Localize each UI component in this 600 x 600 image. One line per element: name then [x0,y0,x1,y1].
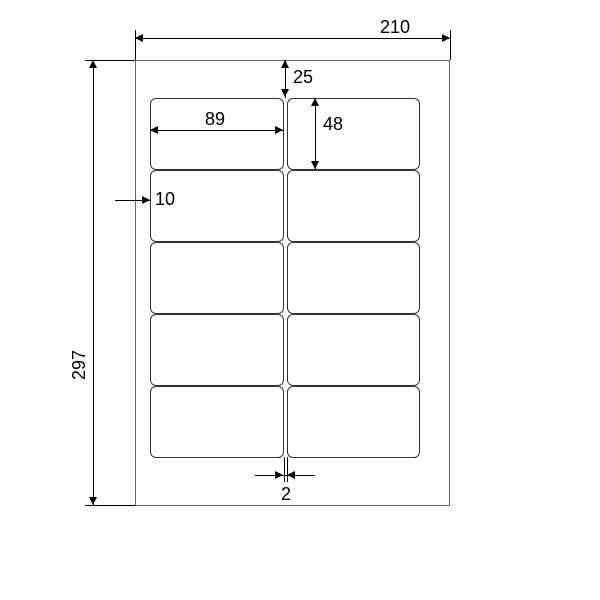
dim-line-sheet-height [93,60,94,505]
arrowhead [142,196,150,204]
arrowhead [281,89,289,97]
label-cell [150,314,284,386]
dim-label-sheet-width: 210 [380,18,410,36]
arrowhead [311,161,319,169]
dim-label-label-width: 89 [205,110,225,128]
dim-label-left-margin: 10 [155,190,175,208]
dim-label-label-height: 48 [323,115,343,133]
label-cell [287,170,421,242]
dim-line-label-width [150,130,284,131]
arrowhead [150,126,158,134]
label-cell [150,386,284,458]
dim-line-col-gap [255,475,315,476]
arrowhead [135,34,143,42]
arrowhead [442,34,450,42]
ext-line [450,30,451,60]
ext-line [287,457,288,482]
dim-label-sheet-height: 297 [70,350,88,380]
arrowhead [281,60,289,68]
label-cell [287,314,421,386]
ext-line [85,505,135,506]
label-cell [150,242,284,314]
dim-label-col-gap: 2 [281,485,291,503]
arrowhead [89,497,97,505]
arrowhead [275,126,283,134]
dim-line-label-height [315,98,316,170]
ext-line [284,457,285,482]
arrowhead [89,60,97,68]
label-cell [287,386,421,458]
dim-line-sheet-width [135,38,450,39]
label-cell [287,98,421,170]
arrowhead [275,471,283,479]
arrowhead [287,471,295,479]
diagram-canvas: 210 297 25 89 48 10 2 [0,0,600,600]
arrowhead [311,98,319,106]
dim-label-top-margin: 25 [293,68,313,86]
label-cell [287,242,421,314]
